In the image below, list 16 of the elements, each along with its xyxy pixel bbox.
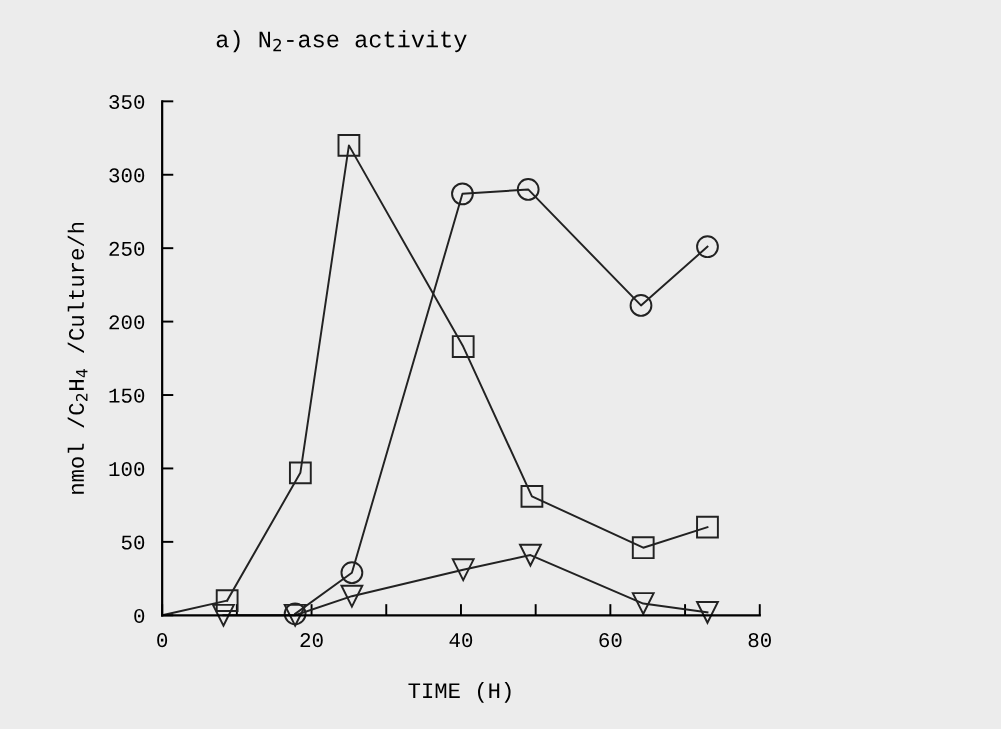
y-tick-label: 150 <box>109 388 145 403</box>
chart-title: a) N$_{2}$-ase activity <box>216 30 467 53</box>
y-tick-label: 200 <box>109 315 145 330</box>
x-tick-label: 20 <box>300 633 323 648</box>
x-tick-label: 60 <box>599 633 622 648</box>
y-tick-label: 300 <box>109 168 145 183</box>
y-tick-label: 100 <box>109 462 145 477</box>
y-tick-label: 50 <box>121 535 145 550</box>
y-tick-label: 350 <box>109 94 145 110</box>
y-axis-title: nmol /C$_{2}$H$_{4}$ /Culture/h <box>67 222 88 494</box>
x-axis-title: TIME (H) <box>408 681 511 703</box>
x-tick-label: 40 <box>449 633 473 648</box>
x-tick-label: 80 <box>748 633 771 648</box>
x-tick-label: 0 <box>157 633 168 648</box>
y-tick-label: 250 <box>109 241 145 256</box>
y-tick-label: 0 <box>134 608 145 624</box>
